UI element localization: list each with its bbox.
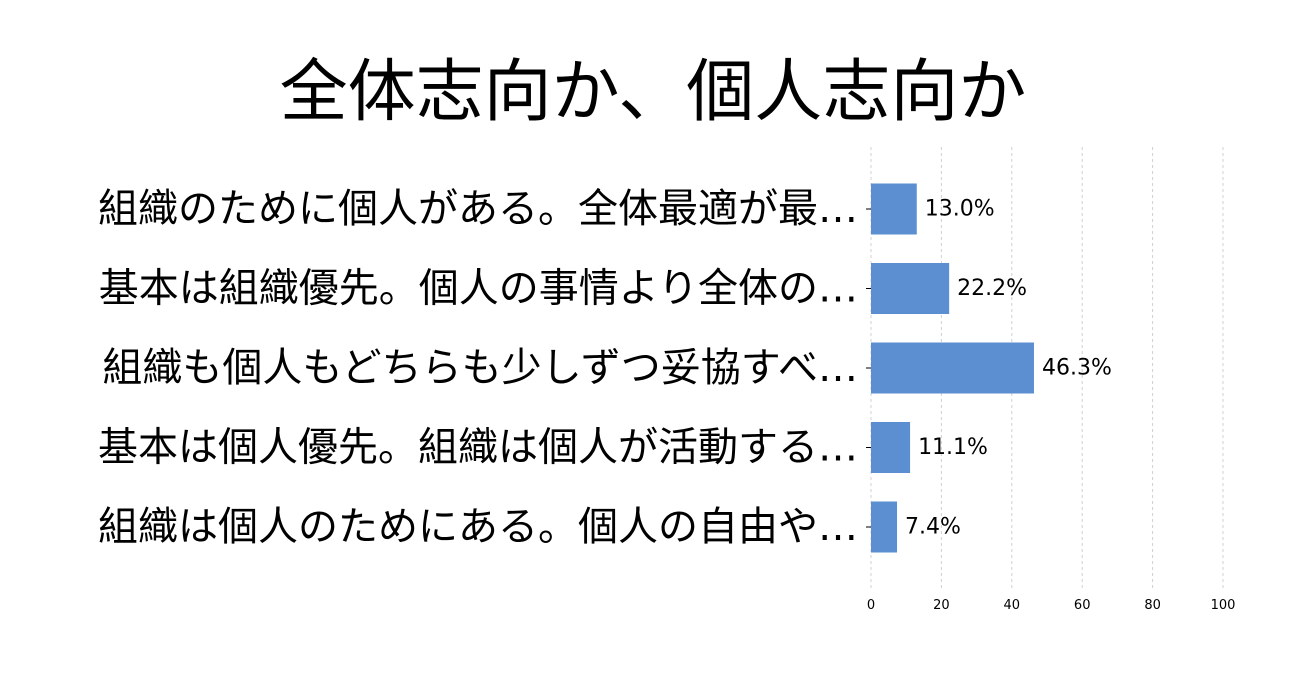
bar — [871, 183, 917, 235]
x-tick-label: 40 — [1004, 598, 1021, 613]
bar — [871, 263, 950, 314]
value-label: 7.4% — [905, 515, 961, 540]
category-label: 基本は個人優先。組織は個人が活動する… — [98, 425, 858, 471]
chart-title: 全体志向か、個人志向か — [279, 53, 1027, 132]
value-label: 46.3% — [1042, 356, 1112, 381]
value-labels: 13.0% 22.2% 46.3% 11.1% 7.4% — [905, 197, 1112, 540]
x-tick-label: 60 — [1074, 598, 1091, 613]
value-label: 22.2% — [957, 276, 1027, 301]
value-label: 11.1% — [918, 435, 988, 460]
x-tick-label: 80 — [1144, 598, 1161, 613]
bars — [871, 183, 1034, 553]
x-tick-label: 0 — [867, 598, 875, 613]
bar — [871, 342, 1034, 394]
category-label: 組織も個人もどちらも少しずつ妥協すべ… — [102, 345, 858, 391]
category-label: 組織は個人のためにある。個人の自由や… — [98, 504, 858, 550]
value-label: 13.0% — [925, 197, 995, 222]
x-tick-label: 100 — [1211, 598, 1236, 613]
category-label: 基本は組織優先。個人の事情より全体の… — [99, 266, 858, 312]
x-axis-ticks: 0 20 40 60 80 100 — [867, 598, 1236, 613]
x-tick-label: 20 — [933, 598, 950, 613]
category-label: 組織のために個人がある。全体最適が最… — [98, 186, 858, 232]
bar — [871, 422, 911, 473]
category-labels: 組織のために個人がある。全体最適が最… 基本は組織優先。個人の事情より全体の… 組織… — [98, 186, 858, 550]
bar — [871, 501, 898, 553]
